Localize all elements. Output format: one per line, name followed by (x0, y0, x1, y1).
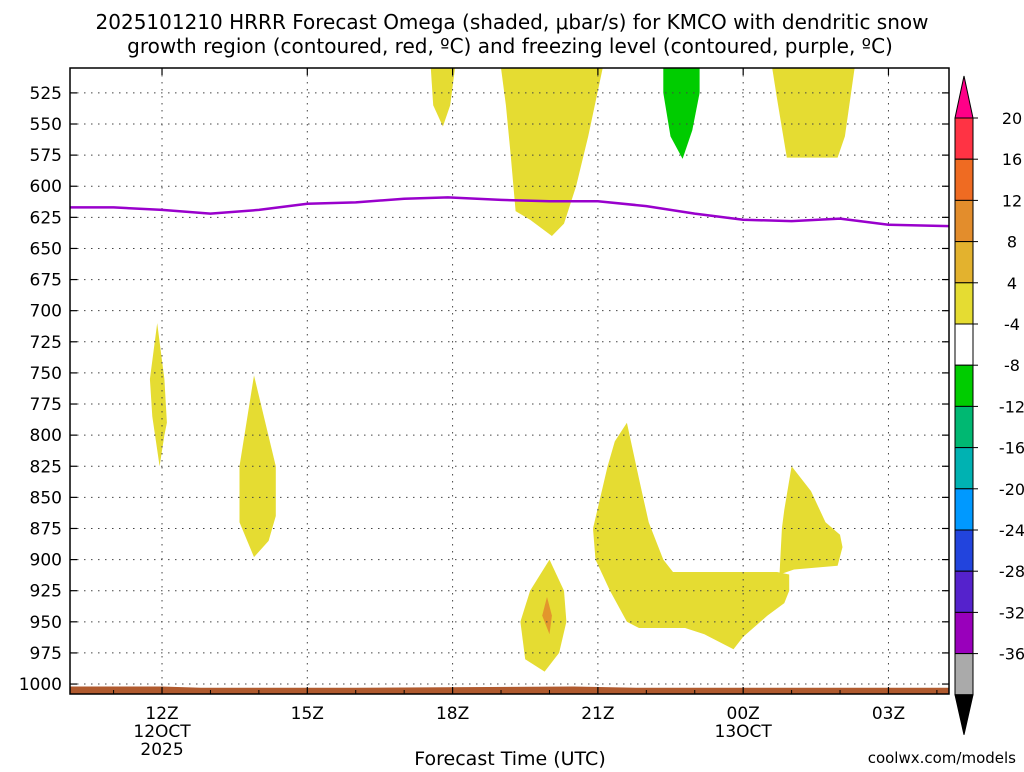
colorbar-segment-1 (954, 158, 974, 201)
y-tick-label-525: 525 (30, 84, 62, 104)
colorbar-label-3: 8 (1007, 233, 1017, 252)
ground-layer (70, 686, 949, 694)
y-tick-label-650: 650 (30, 239, 62, 259)
y-tick-label-600: 600 (30, 177, 62, 197)
colorbar-segment-13 (954, 653, 974, 696)
colorbar-segment-9 (954, 488, 974, 531)
colorbar-segment-4 (954, 282, 974, 325)
omega-shading-layer (149, 68, 855, 672)
x-tick-label-12Z: 12Z (145, 704, 178, 724)
colorbar-segment-6 (954, 364, 974, 407)
colorbar-bottom-arrow (954, 694, 974, 735)
y-tick-label-850: 850 (30, 488, 62, 508)
omega-region-yellow-02z-low (779, 466, 843, 575)
omega-region-yellow-01z-upper (772, 68, 855, 158)
colorbar-label-13: -36 (999, 645, 1024, 664)
colorbar-segment-8 (954, 447, 974, 490)
omega-region-yellow-17z-upper (430, 68, 455, 127)
omega-region-yellow-19z-column (501, 68, 603, 236)
colorbar-label-1: 16 (1002, 150, 1022, 169)
x-axis-title: Forecast Time (UTC) (414, 748, 605, 768)
x-tick-label-15Z: 15Z (291, 704, 324, 724)
colorbar-segment-7 (954, 405, 974, 449)
x-tick-label-00Z: 00Z (727, 704, 760, 724)
omega-region-orange-20z-core (542, 596, 552, 635)
colorbar-label-2: 12 (1002, 191, 1022, 210)
y-tick-label-625: 625 (30, 208, 62, 228)
y-tick-label-975: 975 (30, 644, 62, 664)
y-tick-label-800: 800 (30, 426, 62, 446)
colorbar-segment-11 (954, 570, 974, 613)
x-tick-label-03Z: 03Z (872, 704, 905, 724)
colorbar-label-0: 20 (1002, 109, 1022, 128)
y-tick-label-1000: 1000 (19, 675, 62, 695)
colorbar-label-8: -16 (999, 439, 1024, 458)
y-tick-label-900: 900 (30, 551, 62, 571)
omega-region-yellow-23z-to-03z-low (593, 422, 790, 650)
colorbar-label-11: -28 (999, 562, 1024, 581)
y-tick-label-700: 700 (30, 302, 62, 322)
chart-title-line1: 2025101210 HRRR Forecast Omega (shaded, … (96, 10, 929, 34)
colorbar-segment-0 (954, 117, 974, 160)
colorbar-label-12: -32 (999, 603, 1024, 622)
y-axis: 525 550 575 600 625 650 675 700 725 750 775 800 825 8… (19, 84, 949, 695)
colorbar-label-9: -20 (999, 480, 1024, 499)
y-tick-label-750: 750 (30, 364, 62, 384)
x-date-label-12Z: 12OCT (133, 722, 191, 742)
colorbar-label-5: -4 (1004, 315, 1020, 334)
plot-area: 525 550 575 600 625 650 675 700 725 750 775 800 825 8… (19, 67, 950, 760)
y-tick-label-550: 550 (30, 115, 62, 135)
plot-frame (69, 67, 950, 695)
omega-region-green-23z-upper (663, 68, 700, 159)
y-tick-label-725: 725 (30, 333, 62, 353)
freezing-level-line (70, 196, 950, 228)
colorbar-segment-10 (954, 529, 974, 572)
credit-text: coolwx.com/models (868, 749, 1016, 767)
omega-region-yellow-14z-low (239, 375, 276, 558)
colorbar-label-10: -24 (999, 521, 1024, 540)
colorbar-label-6: -8 (1004, 356, 1020, 375)
ground-strip (70, 686, 949, 694)
freezing-level-layer (70, 196, 950, 228)
omega-region-yellow-12z-mid (149, 323, 167, 467)
y-tick-label-675: 675 (30, 271, 62, 291)
colorbar-top-arrow (954, 75, 974, 119)
colorbar-segment-12 (954, 611, 974, 655)
x-tick-label-21Z: 21Z (581, 704, 614, 724)
y-tick-label-925: 925 (30, 582, 62, 602)
x-tick-label-18Z: 18Z (436, 704, 469, 724)
x-year-label-12Z: 2025 (140, 740, 183, 760)
y-tick-label-950: 950 (30, 613, 62, 633)
y-tick-label-575: 575 (30, 146, 62, 166)
colorbar-segment-3 (954, 241, 974, 284)
y-tick-label-775: 775 (30, 395, 62, 415)
colorbar-label-7: -12 (999, 397, 1024, 416)
x-date-label-00Z: 13OCT (715, 722, 773, 742)
y-tick-label-825: 825 (30, 457, 62, 477)
colorbar-label-4: 4 (1007, 274, 1017, 293)
colorbar-segment-5 (954, 323, 974, 366)
grid-layer (70, 68, 949, 694)
colorbar-segment-2 (954, 199, 974, 243)
y-tick-label-875: 875 (30, 519, 62, 539)
chart-title-line2: growth region (contoured, red, ºC) and f… (127, 34, 893, 58)
colorbar: 20 16 12 8 4 -4 -8 -12 -16 -20 -24 -28 -32 -36 (954, 75, 1024, 735)
